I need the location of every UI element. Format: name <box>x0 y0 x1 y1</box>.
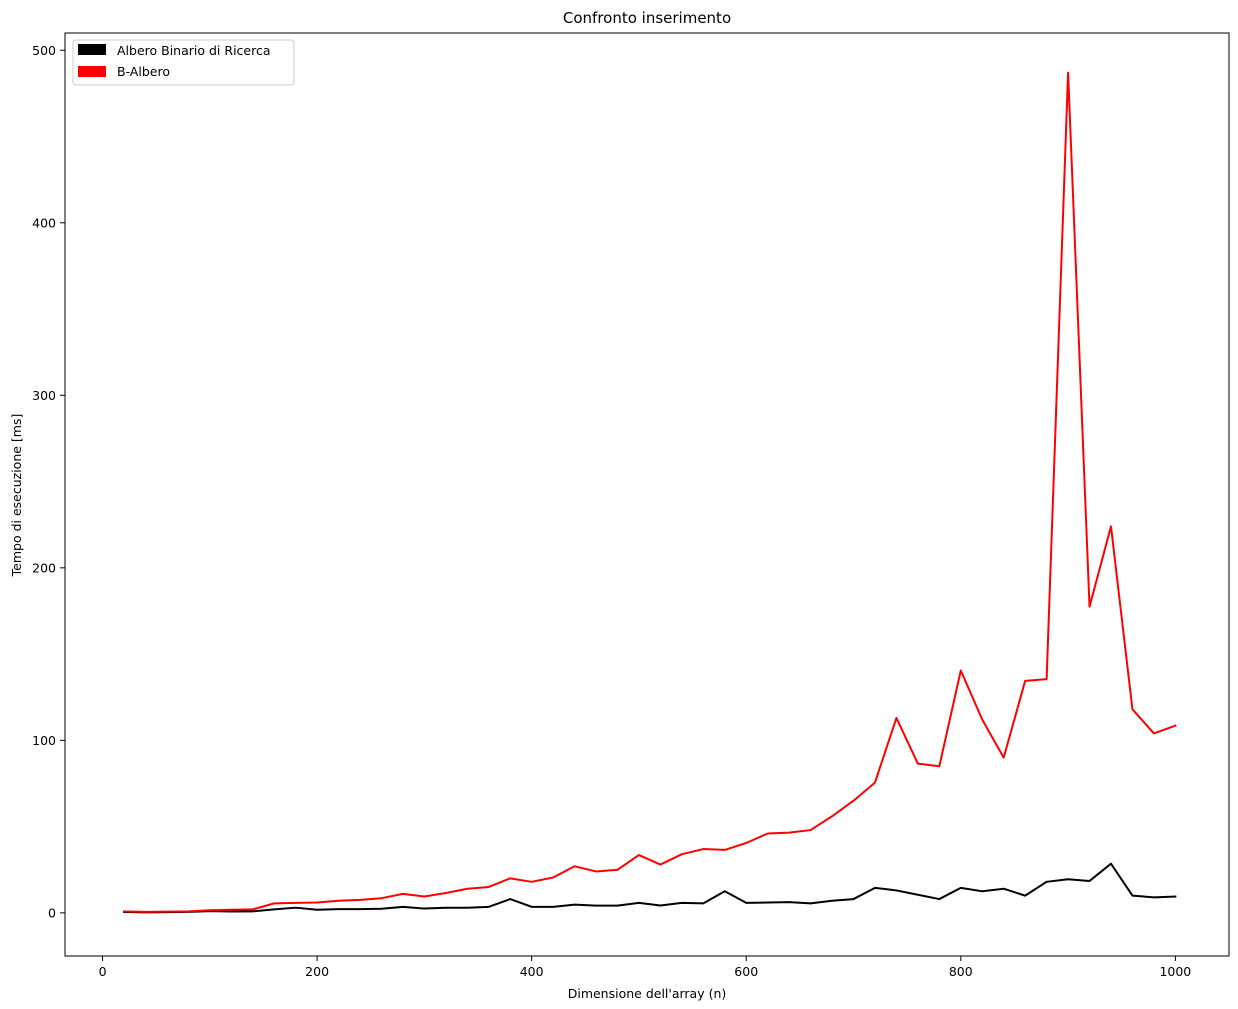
y-tick-label: 400 <box>32 215 56 230</box>
y-tick-label: 200 <box>32 560 56 575</box>
x-axis-ticks: 0 200 400 600 800 1000 <box>99 956 1191 979</box>
y-tick-label: 0 <box>48 905 56 920</box>
legend-swatch-bst <box>78 44 106 55</box>
legend: Albero Binario di Ricerca B-Albero <box>72 39 295 86</box>
legend-label-bst: Albero Binario di Ricerca <box>117 43 271 58</box>
x-tick-label: 600 <box>734 964 758 979</box>
y-tick-label: 500 <box>32 43 56 58</box>
plot-frame <box>64 32 1230 957</box>
x-axis-label: Dimensione dell'array (n) <box>568 986 727 1001</box>
x-tick-label: 200 <box>305 964 329 979</box>
x-tick-label: 400 <box>520 964 544 979</box>
legend-label-btree: B-Albero <box>117 64 170 79</box>
series-line-1 <box>122 71 1177 913</box>
y-tick-label: 100 <box>32 733 56 748</box>
plot-lines <box>122 71 1177 914</box>
x-tick-label: 1000 <box>1159 964 1191 979</box>
x-tick-label: 0 <box>99 964 107 979</box>
chart-title: Confronto inserimento <box>563 9 731 27</box>
y-tick-label: 300 <box>32 388 56 403</box>
x-tick-label: 800 <box>949 964 973 979</box>
legend-swatch-btree <box>78 66 106 77</box>
y-axis-label: Tempo di esecuzione [ms] <box>9 414 24 578</box>
series-line-0 <box>122 862 1177 914</box>
legend-box <box>72 39 295 86</box>
y-axis-ticks: 0 100 200 300 400 500 <box>32 43 65 920</box>
